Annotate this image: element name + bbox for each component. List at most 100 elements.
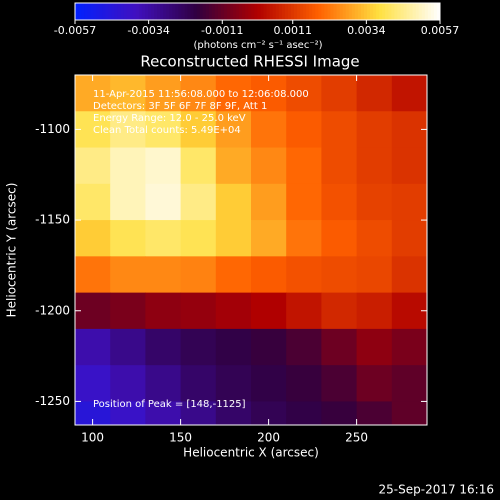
- colorbar-strip: [342, 3, 347, 20]
- colorbar-strip: [117, 3, 122, 20]
- colorbar-strip: [324, 3, 328, 20]
- heatmap-cell: [110, 365, 146, 402]
- heatmap-cell: [215, 401, 252, 425]
- colorbar-strip: [303, 3, 307, 20]
- colorbar-strip: [154, 3, 158, 20]
- colorbar-strip: [187, 3, 192, 20]
- heatmap-cell: [215, 328, 252, 366]
- colorbar-strip: [132, 3, 137, 20]
- colorbar-strip: [123, 3, 128, 20]
- colorbar-strip: [363, 3, 368, 20]
- colorbar-strip: [184, 3, 189, 20]
- colorbar-strip: [406, 3, 411, 20]
- colorbar-strip: [87, 3, 91, 20]
- colorbar-strip: [287, 3, 292, 20]
- y-tick-label: -1200: [35, 303, 70, 317]
- colorbar-strip: [360, 3, 365, 20]
- colorbar-strip: [221, 3, 225, 20]
- colorbar-label: (photons cm⁻² s⁻¹ asec⁻²): [193, 40, 322, 51]
- colorbar-strip: [333, 3, 338, 20]
- colorbar-strip: [157, 3, 161, 20]
- heatmap-cell: [110, 75, 146, 112]
- heatmap-cell: [75, 75, 111, 112]
- annotation: 11-Apr-2015 11:56:08.000 to 12:06:08.000: [93, 89, 309, 100]
- heatmap-cell: [321, 111, 358, 149]
- colorbar-strip: [151, 3, 155, 20]
- heatmap-cell: [251, 111, 287, 149]
- colorbar-strip: [309, 3, 313, 20]
- annotation: Detectors: 3F 5F 6F 7F 8F 9F, Att 1: [93, 101, 267, 112]
- heatmap-cell: [286, 292, 322, 330]
- heatmap-cell: [215, 220, 252, 257]
- colorbar-strip: [126, 3, 131, 20]
- colorbar-strip: [275, 3, 280, 20]
- x-tick-label: 100: [81, 431, 104, 445]
- colorbar-strip: [90, 3, 94, 20]
- heatmap-cell: [356, 147, 393, 185]
- heatmap-cell: [286, 75, 322, 112]
- colorbar-strip: [175, 3, 179, 20]
- colorbar-frame: [74, 2, 441, 21]
- colorbar-strip: [318, 3, 322, 20]
- colorbar-strip: [403, 3, 408, 20]
- colorbar-tick-label: -0.0034: [127, 24, 169, 37]
- colorbar-strip: [93, 3, 97, 20]
- colorbar-strip: [75, 3, 79, 20]
- heatmap-cell: [145, 365, 182, 402]
- heatmap-cell: [251, 365, 287, 402]
- colorbar-strip: [99, 3, 103, 20]
- colorbar-tick-label: 0.0057: [421, 24, 460, 37]
- colorbar-strip: [339, 3, 344, 20]
- heatmap-cell: [180, 365, 217, 402]
- heatmap-cell: [321, 365, 358, 402]
- colorbar-strip: [412, 3, 417, 20]
- colorbar-strip: [245, 3, 249, 20]
- heatmap-cell: [145, 183, 182, 221]
- colorbar-strip: [312, 3, 316, 20]
- colorbar-strip: [202, 3, 207, 20]
- colorbar-strip: [208, 3, 213, 20]
- colorbar-strip: [242, 3, 246, 20]
- colorbar-strip: [345, 3, 350, 20]
- colorbar-strip: [129, 3, 134, 20]
- colorbar-strip: [224, 3, 228, 20]
- colorbar-strip: [214, 3, 219, 20]
- heatmap-cell: [215, 183, 252, 221]
- heatmap-cell: [110, 401, 146, 425]
- heatmap-cell: [215, 147, 252, 185]
- heatmap-cell: [356, 220, 393, 257]
- colorbar-strip: [230, 3, 234, 20]
- heatmap-cell: [180, 401, 217, 425]
- heatmap-cell: [286, 328, 322, 366]
- colorbar-strip: [348, 3, 353, 20]
- colorbar-strip: [248, 3, 252, 20]
- heatmap-cell: [75, 401, 111, 425]
- colorbar-strip: [400, 3, 404, 20]
- colorbar-strip: [81, 3, 85, 20]
- heatmap-cell: [391, 183, 427, 221]
- colorbar-strip: [211, 3, 216, 20]
- colorbar-strip: [233, 3, 237, 20]
- colorbar-strip: [297, 3, 301, 20]
- annotation: Energy Range: 12.0 - 25.0 keV: [93, 113, 246, 124]
- colorbar-strip: [169, 3, 173, 20]
- colorbar-strip: [391, 3, 395, 20]
- heatmap-cell: [180, 75, 217, 112]
- heatmap-cell: [75, 183, 111, 221]
- heatmap-cell: [251, 401, 287, 425]
- x-tick-label: 250: [345, 431, 368, 445]
- colorbar-tick-label: 0.0011: [273, 24, 312, 37]
- x-tick-label: 150: [169, 431, 192, 445]
- heatmap-cell: [180, 220, 217, 257]
- heatmap-cell: [145, 328, 182, 366]
- colorbar-strip: [251, 3, 255, 20]
- colorbar-strip: [315, 3, 319, 20]
- colorbar-tick-label: -0.0057: [54, 24, 96, 37]
- colorbar-strip: [336, 3, 341, 20]
- heatmap-cell: [145, 75, 182, 112]
- heatmap-cell: [75, 365, 111, 402]
- colorbar-strip: [436, 3, 441, 20]
- heatmap-cell: [356, 75, 393, 112]
- heatmap-cell: [251, 292, 287, 330]
